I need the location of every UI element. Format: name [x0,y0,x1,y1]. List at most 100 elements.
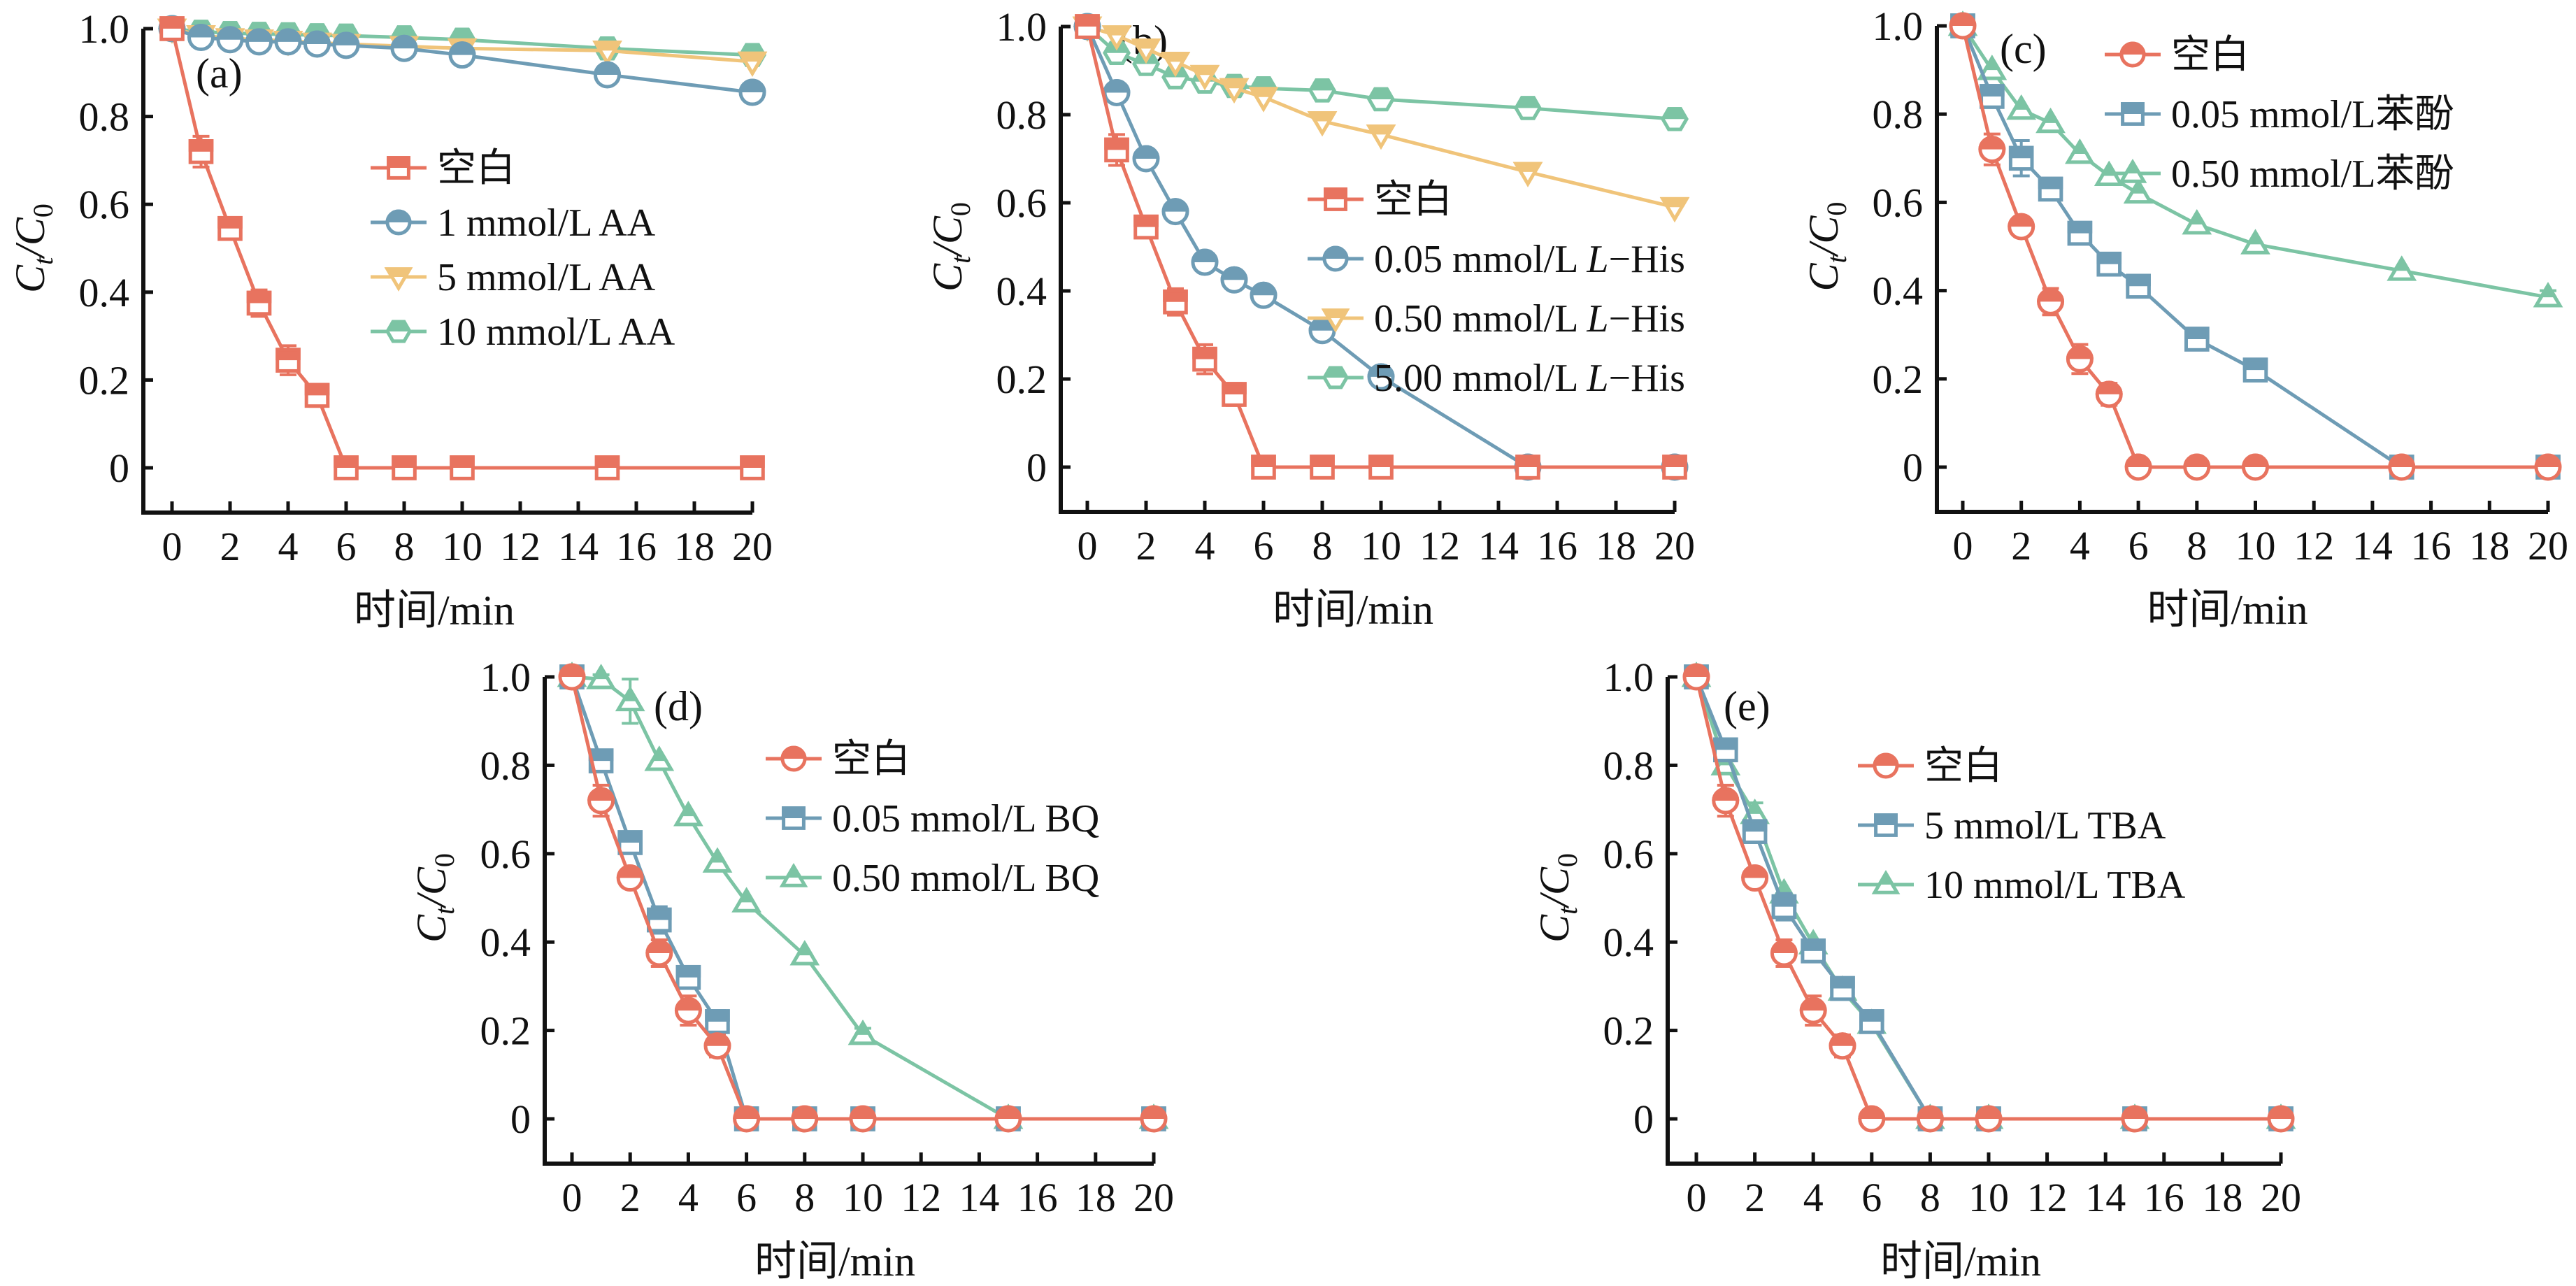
data-point [738,78,766,106]
y-tick-label: 1.0 [480,655,531,700]
data-point [586,664,616,690]
y-tick-label: 0.2 [480,1008,531,1054]
data-point [1160,52,1191,78]
legend-item: 0.05 mmol/L L−His [1308,238,1685,281]
legend-item: 0.05 mmol/L苯酚 [2105,93,2454,136]
data-point [450,455,475,480]
legend-label: 0.05 mmol/L苯酚 [2171,93,2454,136]
data-point [2242,453,2269,481]
data-point [1161,198,1189,226]
legend-marker [1871,870,1901,894]
legend-item: 10 mmol/L TBA [1858,864,2186,907]
data-point [2006,94,2037,120]
legend-label: 0.05 mmol/L L−His [1374,238,1685,281]
data-point [1075,14,1100,39]
y-tick-label: 0.2 [1873,357,1924,402]
x-tick-label: 14 [2085,1175,2126,1220]
data-point [217,215,243,241]
data-point [587,787,615,815]
data-point [1368,455,1394,480]
legend-label: 空白 [437,147,515,190]
data-point [276,348,301,373]
legend-label: 10 mmol/L TBA [1924,864,2186,907]
data-point [2067,220,2093,246]
x-tick-label: 6 [736,1175,757,1220]
y-tick-label: 0.4 [1603,920,1654,965]
data-point [1192,346,1217,372]
x-tick-label: 18 [1596,523,1636,569]
y-tick-label: 1.0 [1603,655,1654,700]
data-point [2123,178,2154,204]
x-tick-label: 0 [162,524,183,569]
legend: 空白 0.05 mmol/L苯酚 0.50 mmol/L苯酚 [2105,34,2454,196]
data-point [2065,138,2095,164]
data-point [1251,455,1276,480]
data-point [332,31,360,59]
data-point [1977,55,2008,80]
legend-marker [385,320,412,343]
y-tick-label: 0.4 [996,269,1047,314]
data-point [1659,197,1690,223]
x-tick-label: 4 [278,524,299,569]
data-point [304,383,330,408]
data-point [334,455,359,480]
x-tick-label: 18 [674,524,715,569]
x-tick-label: 0 [1687,1175,1707,1220]
panel-d: 00.20.40.60.81.00 2 4 6 8 10 12 14 16 18 20时间/minC… [408,655,1174,1285]
x-tick-label: 12 [2027,1175,2068,1220]
legend-label: 10 mmol/L AA [437,310,675,354]
data-point [246,290,272,316]
x-tick-label: 0 [1078,523,1098,569]
data-point [1512,162,1543,187]
y-tick-label: 0 [1633,1096,1654,1142]
x-tick-label: 18 [1075,1175,1116,1220]
x-tick-label: 20 [1654,523,1695,569]
data-point [737,51,768,78]
data-point [1858,1105,1886,1133]
y-tick-label: 1.0 [996,4,1047,50]
legend-label: 空白 [1924,745,2003,788]
x-axis-title: 时间/min [354,587,515,634]
data-point [1801,938,1826,964]
series-0 [1682,663,2295,1133]
x-axis-title: 时间/min [2147,587,2307,633]
x-tick-label: 12 [901,1175,941,1220]
data-point [1742,819,1768,845]
x-tick-label: 10 [843,1175,883,1220]
data-point [1103,79,1131,106]
data-point [187,24,215,52]
x-tick-label: 0 [562,1175,582,1220]
data-point [2124,453,2152,481]
legend-marker [385,209,412,236]
x-tick-label: 2 [2011,523,2031,569]
legend-marker [1321,308,1350,333]
data-point [1163,289,1188,315]
data-point [1308,78,1336,103]
legend: 空白 0.05 mmol/L L−His 0.50 mmol/L L−His 5.00… [1308,178,1685,400]
x-tick-label: 16 [1017,1175,1058,1220]
legend-item: 0.50 mmol/L苯酚 [2105,152,2454,196]
x-tick-label: 2 [220,524,241,569]
x-tick-label: 18 [2469,523,2510,569]
legend-item: 5.00 mmol/L L−His [1308,357,1685,400]
x-tick-label: 20 [1133,1175,1174,1220]
data-point [188,139,214,164]
legend-item: 0.50 mmol/L BQ [766,857,1099,900]
series-0 [558,663,1168,1133]
y-axis-title: Ct/C0 [408,853,460,943]
legend-marker [782,806,806,830]
legend-item: 0.05 mmol/L BQ [766,797,1099,841]
y-tick-label: 0 [109,445,129,491]
legend-item: 空白 [766,738,910,781]
data-point [1713,737,1738,763]
data-point [789,940,820,966]
x-axis-title: 时间/min [1273,587,1433,633]
data-point [1980,84,2005,109]
legend-item: 5 mmol/L TBA [1858,804,2166,848]
data-point [740,455,765,480]
x-tick-label: 6 [1861,1175,1882,1220]
x-tick-label: 8 [2187,523,2207,569]
legend-marker [780,745,807,772]
panel-a: 00.20.40.60.81.00 2 4 6 8 10 12 14 16 18 20时间/minC… [7,6,773,634]
legend-label: 5 mmol/L TBA [1924,804,2166,848]
